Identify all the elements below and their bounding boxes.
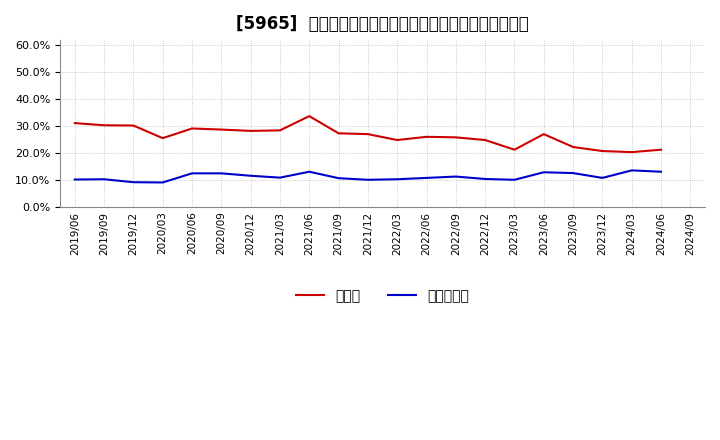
- 有利子負債: [334, 176, 343, 181]
- 現預金: [422, 134, 431, 139]
- 現預金: [129, 123, 138, 128]
- 現預金: [276, 128, 284, 133]
- 現預金: [246, 128, 255, 134]
- 現預金: [217, 127, 225, 132]
- 有利子負債: [246, 173, 255, 178]
- Title: [5965]  現預金、有利子負債の総資産に対する比率の推移: [5965] 現預金、有利子負債の総資産に対する比率の推移: [236, 15, 529, 33]
- 現預金: [71, 121, 79, 126]
- 有利子負債: [129, 180, 138, 185]
- 現預金: [158, 136, 167, 141]
- 現預金: [539, 132, 548, 137]
- 有利子負債: [100, 176, 109, 182]
- 有利子負債: [393, 176, 402, 182]
- 現預金: [510, 147, 519, 152]
- 現預金: [100, 123, 109, 128]
- 現預金: [364, 132, 372, 137]
- 現預金: [305, 114, 314, 119]
- 有利子負債: [364, 177, 372, 183]
- 現預金: [657, 147, 665, 152]
- 有利子負債: [569, 170, 577, 176]
- Line: 現預金: 現預金: [75, 116, 661, 152]
- Legend: 現預金, 有利子負債: 現預金, 有利子負債: [291, 283, 474, 308]
- 有利子負債: [657, 169, 665, 174]
- 現預金: [598, 148, 607, 154]
- 現預金: [569, 144, 577, 150]
- 有利子負債: [481, 176, 490, 182]
- 有利子負債: [510, 177, 519, 183]
- 有利子負債: [598, 175, 607, 180]
- 現預金: [188, 126, 197, 131]
- 有利子負債: [158, 180, 167, 185]
- 現預金: [451, 135, 460, 140]
- Line: 有利子負債: 有利子負債: [75, 170, 661, 183]
- 有利子負債: [71, 177, 79, 182]
- 有利子負債: [276, 175, 284, 180]
- 現預金: [627, 150, 636, 155]
- 有利子負債: [305, 169, 314, 174]
- 現預金: [393, 137, 402, 143]
- 有利子負債: [539, 170, 548, 175]
- 有利子負債: [422, 175, 431, 180]
- 有利子負債: [188, 171, 197, 176]
- 有利子負債: [217, 171, 225, 176]
- 現預金: [334, 131, 343, 136]
- 有利子負債: [627, 168, 636, 173]
- 現預金: [481, 137, 490, 143]
- 有利子負債: [451, 174, 460, 179]
